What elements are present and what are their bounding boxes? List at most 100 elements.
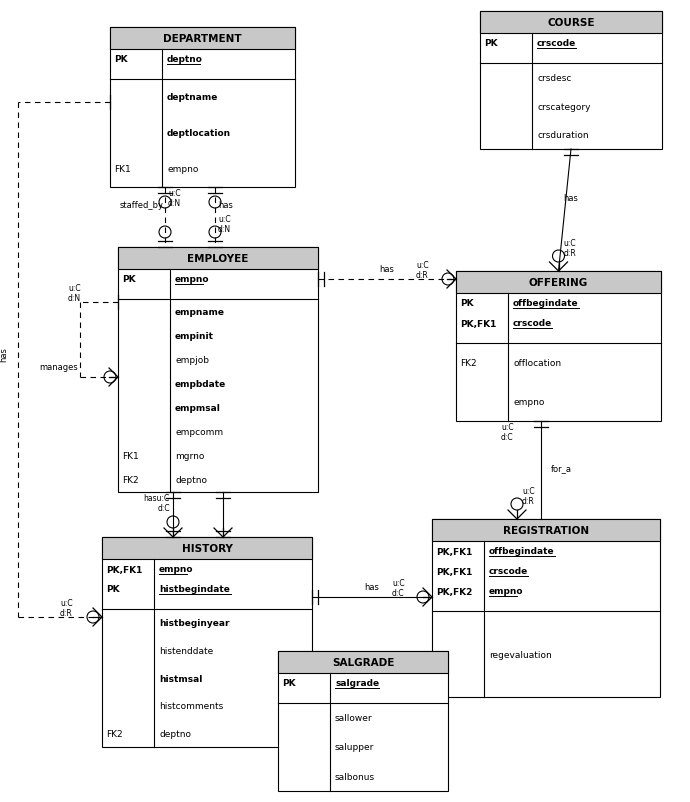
Text: d:N: d:N (68, 294, 81, 302)
Text: histcomments: histcomments (159, 701, 224, 711)
Text: staffed_by: staffed_by (120, 200, 164, 210)
Text: PK,FK1: PK,FK1 (460, 319, 496, 328)
Text: EMPLOYEE: EMPLOYEE (187, 253, 248, 264)
Text: offbegindate: offbegindate (489, 547, 555, 556)
Text: empno: empno (167, 165, 199, 174)
Text: d:N: d:N (168, 199, 181, 208)
Text: deptno: deptno (175, 476, 207, 485)
Text: histenddate: histenddate (159, 646, 213, 655)
Text: offlocation: offlocation (513, 358, 561, 367)
Text: empno: empno (489, 587, 524, 596)
Text: empjob: empjob (175, 355, 209, 364)
Text: crscode: crscode (513, 319, 552, 328)
Text: has: has (218, 200, 233, 210)
Text: FK2: FK2 (122, 476, 139, 485)
Text: for_a: for_a (551, 464, 572, 472)
Text: d:R: d:R (522, 496, 535, 505)
Bar (480, 12, 662, 34)
Text: SALGRADE: SALGRADE (332, 657, 394, 667)
Text: offbegindate: offbegindate (513, 299, 579, 308)
Text: PK,FK1: PK,FK1 (436, 567, 473, 576)
Bar (456, 272, 661, 422)
Text: PK: PK (460, 299, 473, 308)
Text: COURSE: COURSE (547, 18, 595, 28)
Bar (110, 28, 295, 188)
Text: d:R: d:R (60, 608, 72, 618)
Text: regevaluation: regevaluation (489, 650, 552, 658)
Text: FK2: FK2 (460, 358, 477, 367)
Text: u:C: u:C (168, 188, 181, 198)
Bar (456, 272, 661, 294)
Text: PK,FK2: PK,FK2 (436, 587, 473, 596)
Text: crscategory: crscategory (537, 103, 591, 111)
Text: u:C: u:C (564, 239, 576, 248)
Text: histbegindate: histbegindate (159, 585, 230, 593)
Text: u:C: u:C (218, 215, 230, 224)
Text: OFFERING: OFFERING (529, 277, 588, 288)
Bar (118, 248, 318, 269)
Text: crscode: crscode (489, 567, 529, 576)
Text: empno: empno (159, 565, 193, 573)
Text: mgrno: mgrno (175, 452, 204, 460)
Text: PK: PK (484, 39, 497, 48)
Text: deptlocation: deptlocation (167, 129, 231, 138)
Text: empno: empno (175, 275, 210, 284)
Text: PK,FK1: PK,FK1 (436, 547, 473, 556)
Bar (118, 248, 318, 492)
Text: manages: manages (39, 363, 78, 371)
Text: empcomm: empcomm (175, 427, 223, 436)
Bar (432, 520, 660, 697)
Text: salupper: salupper (335, 743, 375, 751)
Text: empbdate: empbdate (175, 379, 226, 388)
Text: has: has (364, 582, 380, 591)
Text: histmsal: histmsal (159, 674, 202, 683)
Text: hasu:C: hasu:C (143, 493, 169, 502)
Text: deptno: deptno (159, 729, 191, 738)
Text: u:C: u:C (68, 284, 81, 293)
Bar (432, 520, 660, 541)
Text: PK: PK (282, 678, 295, 687)
Text: u:C: u:C (60, 598, 72, 607)
Text: empno: empno (513, 398, 544, 407)
Text: sallower: sallower (335, 713, 373, 723)
Text: empname: empname (175, 307, 225, 316)
Bar (278, 651, 448, 791)
Text: DEPARTMENT: DEPARTMENT (164, 34, 242, 44)
Bar (480, 12, 662, 150)
Bar (102, 537, 312, 559)
Text: d:R: d:R (416, 270, 428, 280)
Text: deptno: deptno (167, 55, 203, 64)
Bar (102, 537, 312, 747)
Text: histbeginyear: histbeginyear (159, 618, 230, 627)
Text: d:C: d:C (392, 588, 404, 597)
Text: d:N: d:N (218, 225, 231, 233)
Text: u:C: u:C (501, 423, 513, 431)
Text: deptname: deptname (167, 93, 218, 103)
Text: PK: PK (106, 585, 119, 593)
Text: FK2: FK2 (106, 729, 123, 738)
Text: salgrade: salgrade (335, 678, 379, 687)
Text: u:C: u:C (392, 578, 404, 587)
Text: empmsal: empmsal (175, 403, 221, 412)
Text: FK1: FK1 (122, 452, 139, 460)
Text: crsduration: crsduration (537, 131, 589, 140)
Text: REGISTRATION: REGISTRATION (503, 525, 589, 535)
Text: salbonus: salbonus (335, 772, 375, 781)
Text: FK1: FK1 (114, 165, 130, 174)
Text: PK: PK (114, 55, 128, 64)
Text: d:R: d:R (564, 249, 576, 257)
Text: d:C: d:C (501, 432, 513, 441)
Text: u:C: u:C (522, 486, 535, 496)
Bar (278, 651, 448, 673)
Text: d:C: d:C (158, 504, 170, 512)
Text: has: has (564, 194, 578, 203)
Text: crsdesc: crsdesc (537, 74, 571, 83)
Text: PK,FK1: PK,FK1 (106, 565, 142, 573)
Text: PK: PK (122, 275, 136, 284)
Text: has: has (0, 347, 8, 362)
Text: HISTORY: HISTORY (181, 543, 233, 553)
Text: crscode: crscode (537, 39, 576, 48)
Text: has: has (380, 265, 395, 273)
Text: empinit: empinit (175, 331, 214, 340)
Text: u:C: u:C (416, 261, 428, 269)
